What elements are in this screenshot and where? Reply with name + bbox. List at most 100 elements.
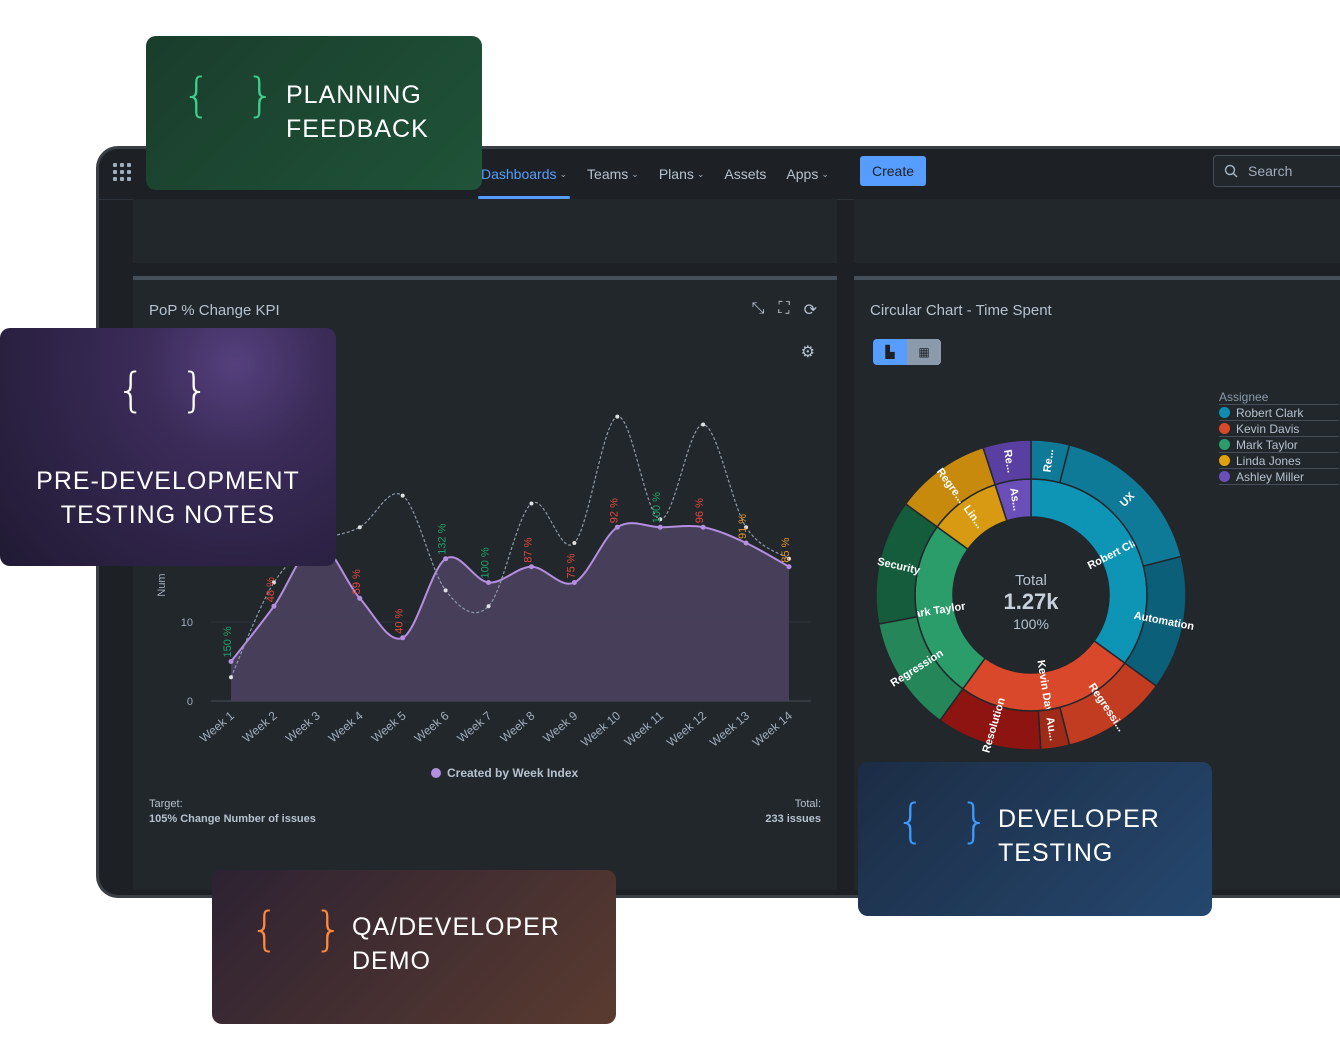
create-button[interactable]: Create xyxy=(860,156,926,186)
primary-nav: Dashboards ⌄ Teams ⌄ Plans ⌄ Assets Apps ⌄ xyxy=(477,149,829,199)
braces-icon: { } xyxy=(116,363,220,417)
data-point xyxy=(357,595,363,601)
x-tick-label: Week 1 xyxy=(197,708,237,745)
gadget-title: Circular Chart - Time Spent xyxy=(870,302,1052,319)
legend-label: Kevin Davis xyxy=(1236,421,1300,436)
comparison-point xyxy=(787,556,791,561)
x-tick-label: Week 9 xyxy=(540,708,580,745)
nav-teams-label: Teams xyxy=(587,166,629,182)
legend-label: Created by Week Index xyxy=(447,766,578,780)
nav-apps-label: Apps xyxy=(786,166,819,182)
chevron-down-icon: ⌄ xyxy=(696,168,705,179)
nav-teams[interactable]: Teams ⌄ xyxy=(587,149,639,199)
y-axis-label: Num xyxy=(156,573,168,596)
x-tick-label: Week 11 xyxy=(622,708,667,749)
data-label: 92 % xyxy=(608,498,620,523)
data-point xyxy=(657,524,663,530)
data-point xyxy=(786,564,792,570)
app-window: Dashboards ⌄ Teams ⌄ Plans ⌄ Assets Apps ⌄ C… xyxy=(96,146,1340,898)
search-input[interactable]: Search xyxy=(1213,155,1340,187)
nav-plans[interactable]: Plans ⌄ xyxy=(659,149,705,199)
legend-title: Assignee xyxy=(1219,390,1339,405)
x-tick-label: Week 12 xyxy=(664,708,709,749)
data-label: 100 % xyxy=(480,547,492,578)
pre-development-card: { } PRE-DEVELOPMENT TESTING NOTES xyxy=(0,328,336,566)
legend-item[interactable]: Mark Taylor xyxy=(1219,437,1339,453)
legend-label: Robert Clark xyxy=(1236,405,1304,420)
legend-dot xyxy=(1219,471,1230,482)
card-line: DEMO xyxy=(352,947,431,975)
target-value: 105% Change Number of issues xyxy=(149,813,316,825)
legend-dot xyxy=(1219,423,1230,434)
app-switcher-icon[interactable] xyxy=(113,163,131,181)
nav-dashboards-label: Dashboards xyxy=(481,166,557,182)
gear-icon[interactable]: ⚙ xyxy=(800,344,815,361)
legend-label: Mark Taylor xyxy=(1236,437,1298,452)
x-tick-label: Week 2 xyxy=(240,708,280,745)
fullscreen-icon[interactable]: ⛶ xyxy=(778,300,790,317)
data-label: 59 % xyxy=(351,569,363,594)
total-value: 233 issues xyxy=(765,813,821,825)
assignee-legend: Assignee Robert Clark Kevin Davis Mark Tay… xyxy=(1219,390,1339,485)
x-tick-label: Week 10 xyxy=(578,708,623,749)
data-label: 87 % xyxy=(522,537,534,562)
target-label: Target: xyxy=(149,798,183,810)
chart-view-icon[interactable]: ▙ xyxy=(873,339,907,365)
center-label: Total xyxy=(1015,572,1047,589)
braces-icon: { } xyxy=(250,902,354,956)
card-line: QA/DEVELOPER xyxy=(352,913,560,941)
data-point xyxy=(614,524,620,530)
chevron-down-icon: ⌄ xyxy=(631,168,639,179)
minimize-icon[interactable]: ⤡ xyxy=(751,300,765,317)
card-line: PRE-DEVELOPMENT xyxy=(36,467,300,495)
qa-developer-demo-card: { } QA/DEVELOPER DEMO xyxy=(212,870,616,1024)
outer-segment[interactable] xyxy=(982,439,1032,486)
legend-item[interactable]: Kevin Davis xyxy=(1219,421,1339,437)
comparison-point xyxy=(400,493,405,498)
data-point xyxy=(571,580,577,585)
data-point xyxy=(443,556,449,562)
outer-segment-label: Re... xyxy=(1001,449,1016,474)
data-point xyxy=(486,580,492,585)
braces-icon: { } xyxy=(182,68,286,122)
comparison-point xyxy=(486,604,491,609)
x-tick-label: Week 5 xyxy=(369,708,409,745)
legend-marker xyxy=(431,768,441,778)
table-view-icon[interactable]: ▦ xyxy=(907,339,941,365)
chevron-down-icon: ⌄ xyxy=(821,168,829,179)
nav-assets[interactable]: Assets xyxy=(724,149,766,199)
comparison-point xyxy=(572,541,577,545)
x-tick-label: Week 13 xyxy=(707,708,752,749)
data-point xyxy=(743,540,749,546)
data-point xyxy=(271,603,277,609)
x-tick-label: Week 6 xyxy=(412,708,452,745)
gadget-placeholder xyxy=(133,199,837,263)
data-label: 48 % xyxy=(265,577,277,602)
x-tick-label: Week 14 xyxy=(750,708,795,749)
comparison-point xyxy=(658,517,663,522)
search-icon xyxy=(1224,164,1238,178)
nav-apps[interactable]: Apps ⌄ xyxy=(786,149,828,199)
x-tick-label: Week 8 xyxy=(497,708,537,745)
data-label: 150 % xyxy=(222,626,234,657)
center-value: 1.27k xyxy=(1003,589,1059,614)
kpi-chart: 0 10 Num 150 % 48 % 59 % 40 % 132 % 100 % 87 % 75 … xyxy=(156,414,811,780)
card-line: FEEDBACK xyxy=(286,115,429,143)
refresh-icon[interactable]: ⟳ xyxy=(803,302,817,319)
nav-dashboards[interactable]: Dashboards ⌄ xyxy=(477,149,571,199)
chevron-down-icon: ⌄ xyxy=(559,168,568,179)
data-label: 75 % xyxy=(565,553,577,578)
data-label: 96 % xyxy=(694,498,706,523)
legend-item[interactable]: Ashley Miller xyxy=(1219,469,1339,485)
planning-feedback-card: { } PLANNING FEEDBACK xyxy=(146,36,482,190)
center-percent: 100% xyxy=(1013,616,1049,632)
comparison-point xyxy=(229,675,233,680)
legend-item[interactable]: Linda Jones xyxy=(1219,453,1339,469)
developer-testing-card: { } DEVELOPER TESTING xyxy=(858,762,1212,916)
comparison-point xyxy=(443,588,448,593)
gadget-placeholder xyxy=(854,199,1340,263)
legend-item[interactable]: Robert Clark xyxy=(1219,405,1339,421)
comparison-point xyxy=(357,525,362,530)
data-point xyxy=(528,564,534,570)
